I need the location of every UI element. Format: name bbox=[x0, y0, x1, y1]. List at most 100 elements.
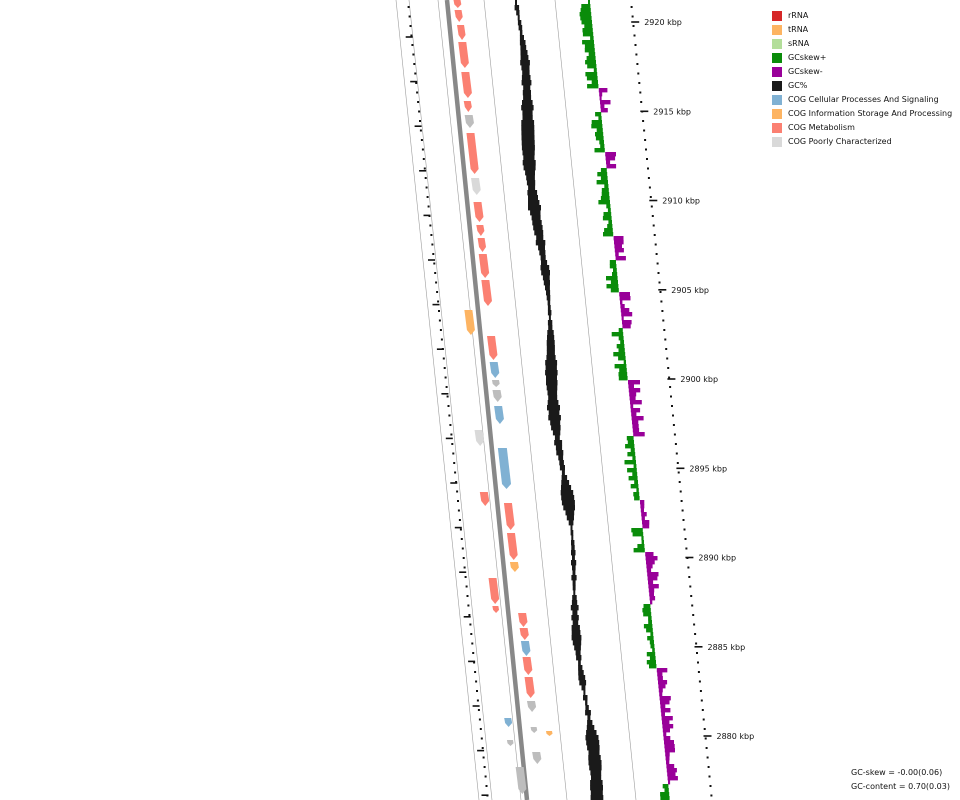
gcskew-positive-bar bbox=[649, 640, 654, 645]
gc-bar bbox=[521, 80, 532, 86]
gc-bar bbox=[561, 485, 572, 491]
guide-line bbox=[554, 0, 637, 800]
gcskew-negative-bar bbox=[620, 300, 623, 305]
gc-bar bbox=[571, 615, 579, 621]
gcskew-positive-bar bbox=[618, 356, 626, 361]
gcskew-negative-bar bbox=[598, 88, 608, 93]
gcskew-negative-bar bbox=[632, 428, 640, 433]
legend-swatch bbox=[772, 81, 782, 91]
outer-ruler-dot bbox=[690, 595, 693, 597]
scale-tick-label: 2890 kbp bbox=[698, 554, 736, 563]
gc-bar bbox=[547, 310, 552, 316]
gcskew-negative-bar bbox=[640, 500, 645, 505]
inner-ruler-dot bbox=[469, 623, 472, 626]
gcskew-negative-bar bbox=[615, 252, 619, 257]
gcskew-positive-bar bbox=[650, 644, 655, 649]
inner-ruler-dot bbox=[432, 253, 435, 255]
gc-bar bbox=[574, 645, 581, 651]
gc-bar bbox=[578, 665, 583, 671]
gc-bar bbox=[586, 730, 597, 736]
gc-bar bbox=[561, 470, 565, 476]
gc-bar bbox=[539, 250, 546, 256]
gc-bar bbox=[522, 160, 536, 166]
gc-bar bbox=[526, 180, 536, 186]
gcskew-negative-bar bbox=[660, 700, 670, 705]
outer-ruler-dot bbox=[671, 405, 673, 407]
gc-bar bbox=[516, 10, 520, 16]
gcskew-negative-bar bbox=[664, 748, 675, 753]
outer-ruler-dot bbox=[656, 262, 659, 265]
gcskew-positive-bar bbox=[601, 188, 609, 193]
gene-feature bbox=[481, 280, 492, 306]
legend-swatch bbox=[772, 11, 782, 21]
scale-dotted-ruler bbox=[407, 6, 713, 797]
gc-bar bbox=[547, 300, 551, 306]
outer-ruler-dot bbox=[710, 794, 713, 797]
gcskew-negative-bar bbox=[620, 308, 630, 313]
legend-item-cog-poorly-characterized: COG Poorly Characterized bbox=[772, 135, 952, 149]
outer-ruler-dot bbox=[633, 34, 636, 37]
legend-swatch bbox=[772, 123, 782, 133]
outer-ruler-dot bbox=[708, 775, 711, 778]
gc-bar bbox=[548, 315, 551, 321]
outer-ruler-dot bbox=[647, 167, 649, 170]
gcskew-negative-bar bbox=[640, 504, 645, 509]
outer-ruler-dot bbox=[664, 338, 667, 341]
gene-feature bbox=[492, 390, 502, 402]
gc-bar bbox=[519, 35, 524, 41]
inner-ruler-dot bbox=[476, 699, 479, 702]
gcskew-positive-bar bbox=[662, 784, 669, 789]
outer-ruler-dot bbox=[650, 205, 653, 208]
gcskew-negative-bar bbox=[599, 92, 603, 97]
gcskew-negative-bar bbox=[660, 704, 666, 709]
gc-bar bbox=[547, 400, 559, 406]
gcskew-positive-bar bbox=[660, 796, 670, 800]
gcskew-positive-bar bbox=[633, 464, 637, 469]
gcskew-positive-bar bbox=[581, 4, 591, 9]
genome-backbone bbox=[444, 0, 530, 800]
gcskew-negative-bar bbox=[665, 756, 670, 761]
gc-bar bbox=[554, 440, 563, 446]
gc-bar bbox=[547, 335, 555, 341]
gcskew-positive-bar bbox=[604, 184, 609, 189]
gcskew-positive-bar bbox=[591, 120, 602, 125]
gc-bar bbox=[559, 465, 565, 471]
gc-bar bbox=[571, 575, 577, 581]
gcskew-negative-bar bbox=[621, 316, 624, 321]
gcskew-positive-bar bbox=[607, 208, 611, 213]
gene-feature bbox=[476, 225, 485, 236]
gc-bar bbox=[545, 370, 558, 376]
gc-bar bbox=[547, 390, 558, 396]
gene-feature bbox=[474, 430, 485, 446]
inner-ruler-dot bbox=[417, 101, 420, 103]
gcskew-positive-bar bbox=[618, 336, 624, 341]
outer-ruler-dot bbox=[636, 63, 639, 65]
inner-ruler-dot bbox=[477, 709, 480, 711]
gc-bar bbox=[560, 490, 574, 496]
gcskew-negative-bar bbox=[659, 696, 671, 701]
gc-bar bbox=[572, 570, 576, 576]
gcskew-negative-bar bbox=[648, 588, 655, 593]
inner-ruler-dot bbox=[440, 338, 443, 341]
inner-ruler-dot bbox=[464, 576, 467, 578]
gc-bar bbox=[565, 510, 575, 516]
gc-bar bbox=[546, 345, 555, 351]
gcskew-negative-bar bbox=[658, 684, 666, 689]
gcskew-negative-bar bbox=[628, 384, 634, 389]
gcskew-positive-bar bbox=[582, 28, 593, 33]
gene-feature bbox=[506, 740, 514, 746]
legend-item-srna: sRNA bbox=[772, 37, 952, 51]
gene-feature bbox=[478, 254, 490, 278]
gcskew-positive-bar bbox=[642, 608, 651, 613]
legend-swatch bbox=[772, 25, 782, 35]
gc-bar bbox=[521, 125, 535, 131]
gene-feature bbox=[522, 657, 533, 675]
gcskew-negative-bar bbox=[620, 304, 625, 309]
outer-ruler-dot bbox=[666, 357, 669, 360]
gcskew-negative-bar bbox=[666, 768, 677, 773]
outer-ruler-dot bbox=[693, 623, 696, 626]
outer-ruler-dot bbox=[646, 158, 648, 160]
gc-bar bbox=[523, 95, 532, 101]
outer-ruler-dot bbox=[709, 785, 712, 787]
inner-ruler-dot bbox=[413, 63, 416, 65]
